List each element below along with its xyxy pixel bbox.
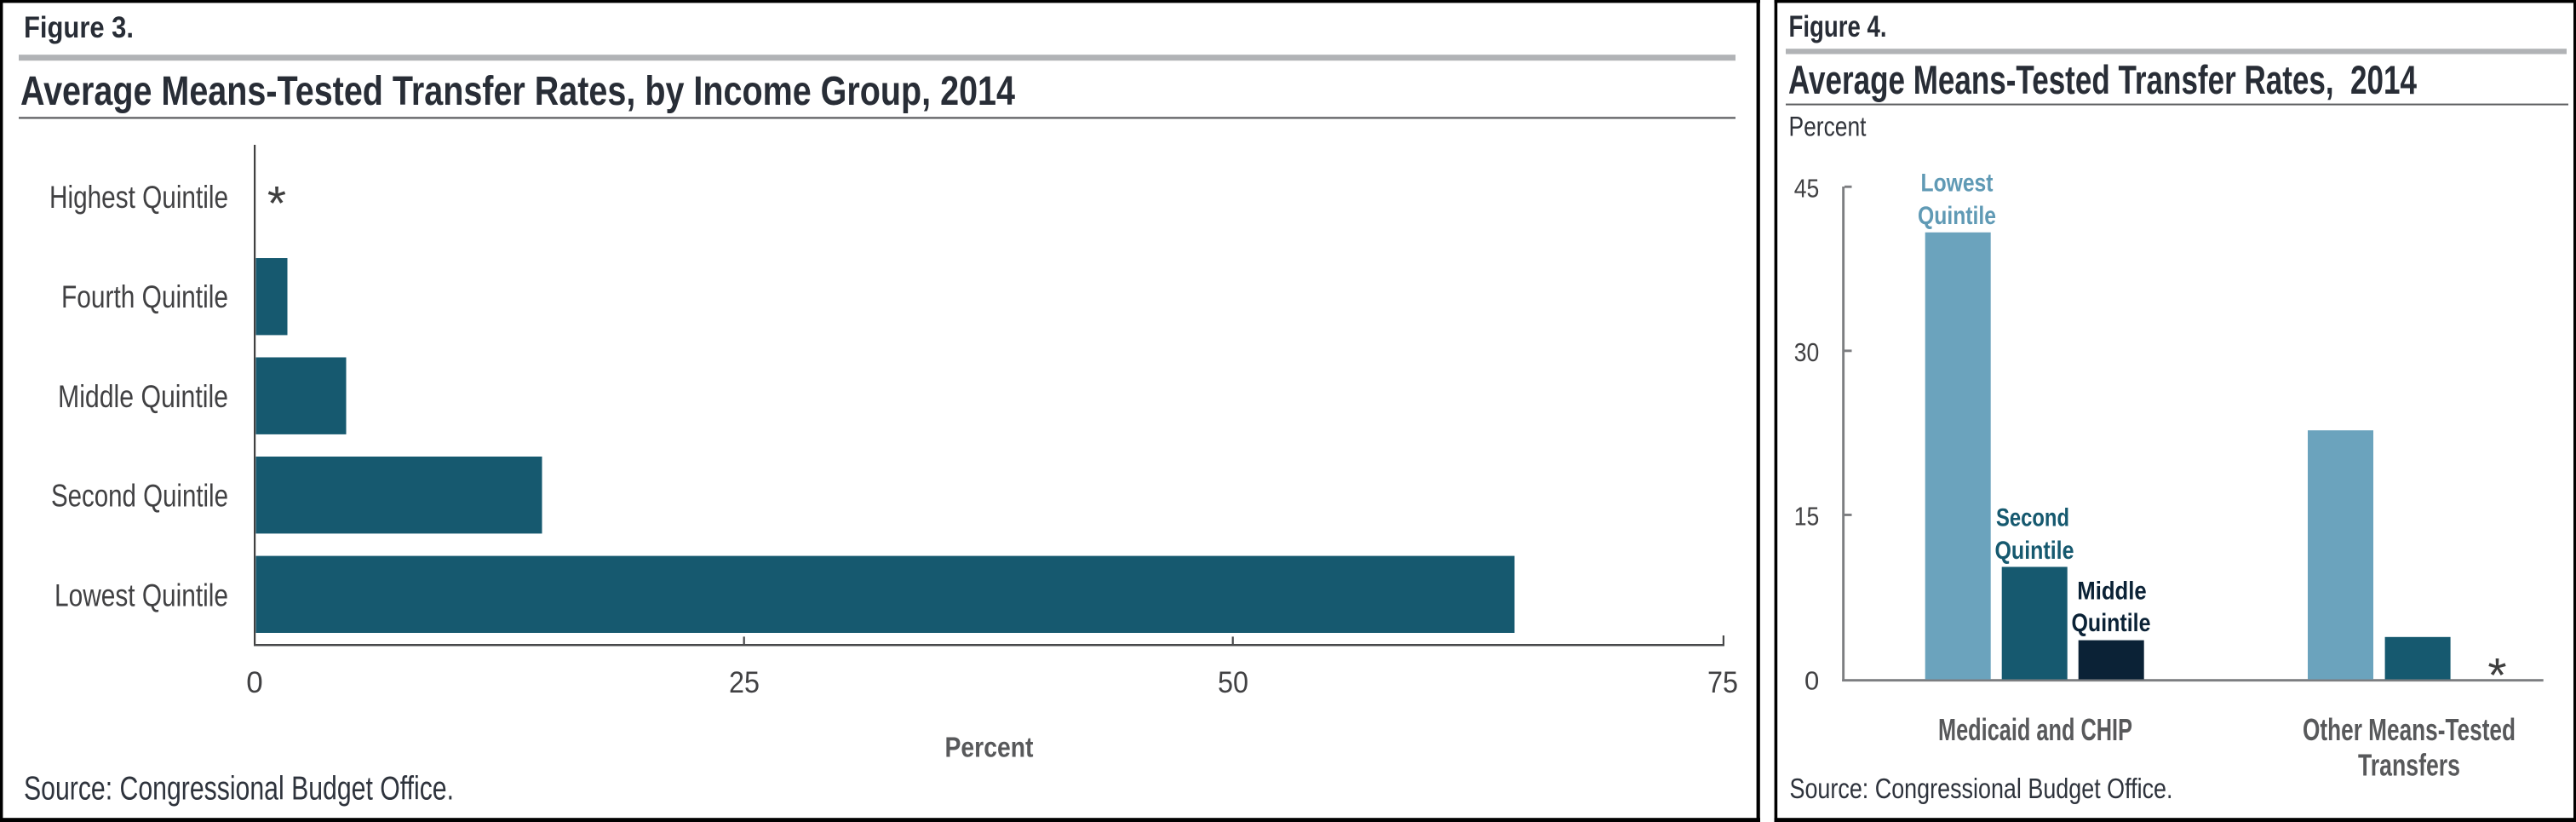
svg-text:Medicaid and CHIP: Medicaid and CHIP: [1938, 712, 2132, 747]
svg-text:Highest Quintile: Highest Quintile: [49, 180, 228, 215]
svg-text:Fourth Quintile: Fourth Quintile: [61, 279, 228, 314]
svg-text:Quintile: Quintile: [1918, 202, 1996, 230]
svg-text:*: *: [267, 176, 286, 231]
svg-text:45: 45: [1794, 173, 1820, 203]
svg-text:50: 50: [1218, 666, 1248, 699]
svg-text:*: *: [2487, 648, 2506, 703]
svg-text:Middle Quintile: Middle Quintile: [58, 379, 228, 414]
svg-text:Percent: Percent: [1789, 112, 1867, 142]
svg-text:Other Means-Tested: Other Means-Tested: [2303, 712, 2516, 747]
svg-text:15: 15: [1794, 501, 1820, 531]
svg-text:Average Means-Tested Transfer: Average Means-Tested Transfer Rates, 201…: [1788, 57, 2417, 102]
svg-text:Second: Second: [1996, 503, 2069, 532]
svg-text:Percent: Percent: [945, 732, 1034, 763]
svg-text:0: 0: [246, 666, 262, 699]
svg-text:Quintile: Quintile: [1995, 537, 2074, 565]
svg-text:Average Means-Tested Transfer: Average Means-Tested Transfer Rates, by …: [20, 69, 1015, 114]
svg-text:Lowest Quintile: Lowest Quintile: [55, 578, 228, 612]
svg-text:Middle: Middle: [2077, 578, 2147, 606]
svg-text:Source: Congressional Budget O: Source: Congressional Budget Office.: [1790, 773, 2173, 805]
svg-text:Second Quintile: Second Quintile: [51, 479, 228, 514]
svg-text:Quintile: Quintile: [2072, 609, 2151, 637]
svg-text:Source: Congressional Budget O: Source: Congressional Budget Office.: [24, 771, 454, 808]
svg-text:Transfers: Transfers: [2358, 748, 2460, 783]
svg-text:25: 25: [729, 666, 760, 699]
svg-text:Figure 4.: Figure 4.: [1789, 10, 1887, 43]
svg-text:Figure 3.: Figure 3.: [24, 11, 134, 44]
svg-text:75: 75: [1707, 666, 1738, 699]
svg-text:30: 30: [1794, 337, 1820, 367]
svg-text:0: 0: [1804, 666, 1819, 696]
svg-text:Lowest: Lowest: [1921, 170, 1994, 198]
